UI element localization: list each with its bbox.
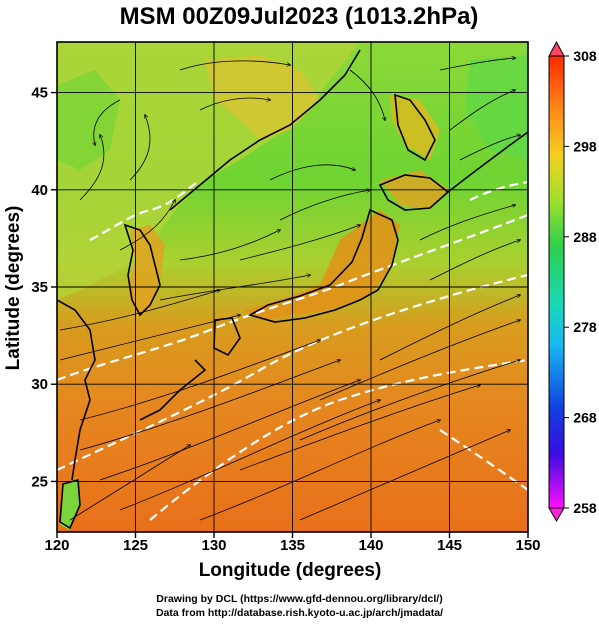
streamline bbox=[299, 360, 520, 441]
y-tick-label: 25 bbox=[31, 473, 48, 490]
streamline bbox=[349, 69, 385, 120]
x-tick-label: 125 bbox=[123, 537, 148, 554]
colorbar-label: 278 bbox=[573, 319, 597, 335]
streamline bbox=[179, 230, 280, 261]
streamline bbox=[59, 290, 220, 331]
x-tick-label: 135 bbox=[280, 537, 305, 554]
isotherm-contours bbox=[57, 179, 528, 521]
streamline bbox=[59, 315, 240, 361]
colorbar-top-arrow bbox=[548, 40, 565, 57]
isotherm-6 bbox=[469, 180, 528, 201]
colorbar-bottom-arrow bbox=[548, 507, 565, 523]
streamline bbox=[199, 420, 440, 521]
y-tick-label: 45 bbox=[31, 85, 48, 102]
x-axis-ticks: 120 125 130 135 140 145 150 bbox=[44, 532, 541, 554]
colorbar-label: 308 bbox=[573, 48, 597, 64]
streamline bbox=[69, 445, 190, 521]
y-tick-label: 40 bbox=[31, 182, 48, 199]
x-axis-title: Longitude (degrees) bbox=[199, 560, 382, 581]
streamline bbox=[319, 320, 520, 401]
streamline bbox=[79, 135, 105, 201]
colorbar-label: 288 bbox=[573, 229, 597, 245]
lat-lon-grid bbox=[57, 42, 528, 532]
streamline bbox=[379, 295, 520, 361]
y-tick-label: 30 bbox=[31, 376, 48, 393]
isotherm-1 bbox=[57, 213, 528, 382]
colorbar: 308 298 288 278 268 258 bbox=[548, 40, 597, 523]
streamline bbox=[79, 340, 320, 421]
x-tick-label: 130 bbox=[201, 537, 226, 554]
streamline bbox=[299, 430, 510, 521]
streamline bbox=[279, 190, 370, 221]
colorbar-label: 298 bbox=[573, 138, 597, 154]
sea-cool-patch-nw bbox=[57, 70, 120, 170]
land-sakhalin-warm bbox=[390, 95, 440, 160]
credit-line-2: Data from http://database.rish.kyoto-u.a… bbox=[155, 607, 444, 619]
streamline bbox=[429, 240, 520, 281]
land-honshu-warm bbox=[245, 210, 400, 320]
streamline bbox=[419, 205, 515, 241]
coast-kurils bbox=[447, 131, 528, 193]
isotherm-3 bbox=[149, 358, 528, 521]
coastlines bbox=[57, 49, 528, 530]
streamline bbox=[239, 385, 480, 471]
colorbar-label: 258 bbox=[573, 500, 597, 516]
coast-honshu bbox=[247, 208, 399, 323]
credit-line-1: Drawing by DCL (https://www.gfd-dennou.o… bbox=[156, 593, 443, 605]
streamline bbox=[119, 400, 380, 511]
colorbar-ramp bbox=[548, 55, 565, 509]
streamline bbox=[439, 58, 515, 71]
streamline bbox=[179, 60, 290, 71]
coast-china bbox=[57, 299, 96, 481]
y-tick-label: 35 bbox=[31, 279, 48, 296]
streamline bbox=[269, 164, 355, 181]
map-plot-area bbox=[57, 42, 528, 532]
isotherm-2 bbox=[57, 273, 528, 471]
x-tick-label: 140 bbox=[358, 537, 383, 554]
x-tick-label: 145 bbox=[437, 537, 462, 554]
streamline bbox=[239, 225, 360, 261]
colorbar-ticks: 308 298 288 278 268 258 bbox=[564, 48, 597, 516]
streamline bbox=[94, 99, 121, 145]
coast-russia bbox=[169, 49, 361, 211]
coast-korea bbox=[123, 223, 161, 317]
y-axis-ticks: 25 30 35 40 45 bbox=[31, 85, 57, 490]
coast-sakhalin bbox=[394, 93, 436, 162]
isotherm-4 bbox=[89, 179, 201, 241]
x-tick-label: 150 bbox=[515, 537, 540, 554]
colorbar-label: 268 bbox=[573, 410, 597, 426]
sea-cool-patch-ne bbox=[465, 55, 528, 160]
streamline bbox=[119, 200, 175, 251]
coast-hokkaido bbox=[378, 174, 450, 211]
x-tick-label: 120 bbox=[44, 537, 69, 554]
y-axis-title: Latitude (degrees) bbox=[3, 206, 24, 371]
chart-title: MSM 00Z09Jul2023 (1013.2hPa) bbox=[120, 3, 479, 30]
streamline bbox=[99, 380, 360, 481]
streamline bbox=[459, 135, 520, 161]
coast-ryukyu bbox=[139, 359, 207, 421]
land-warm-north bbox=[205, 55, 320, 140]
streamline bbox=[199, 98, 270, 111]
